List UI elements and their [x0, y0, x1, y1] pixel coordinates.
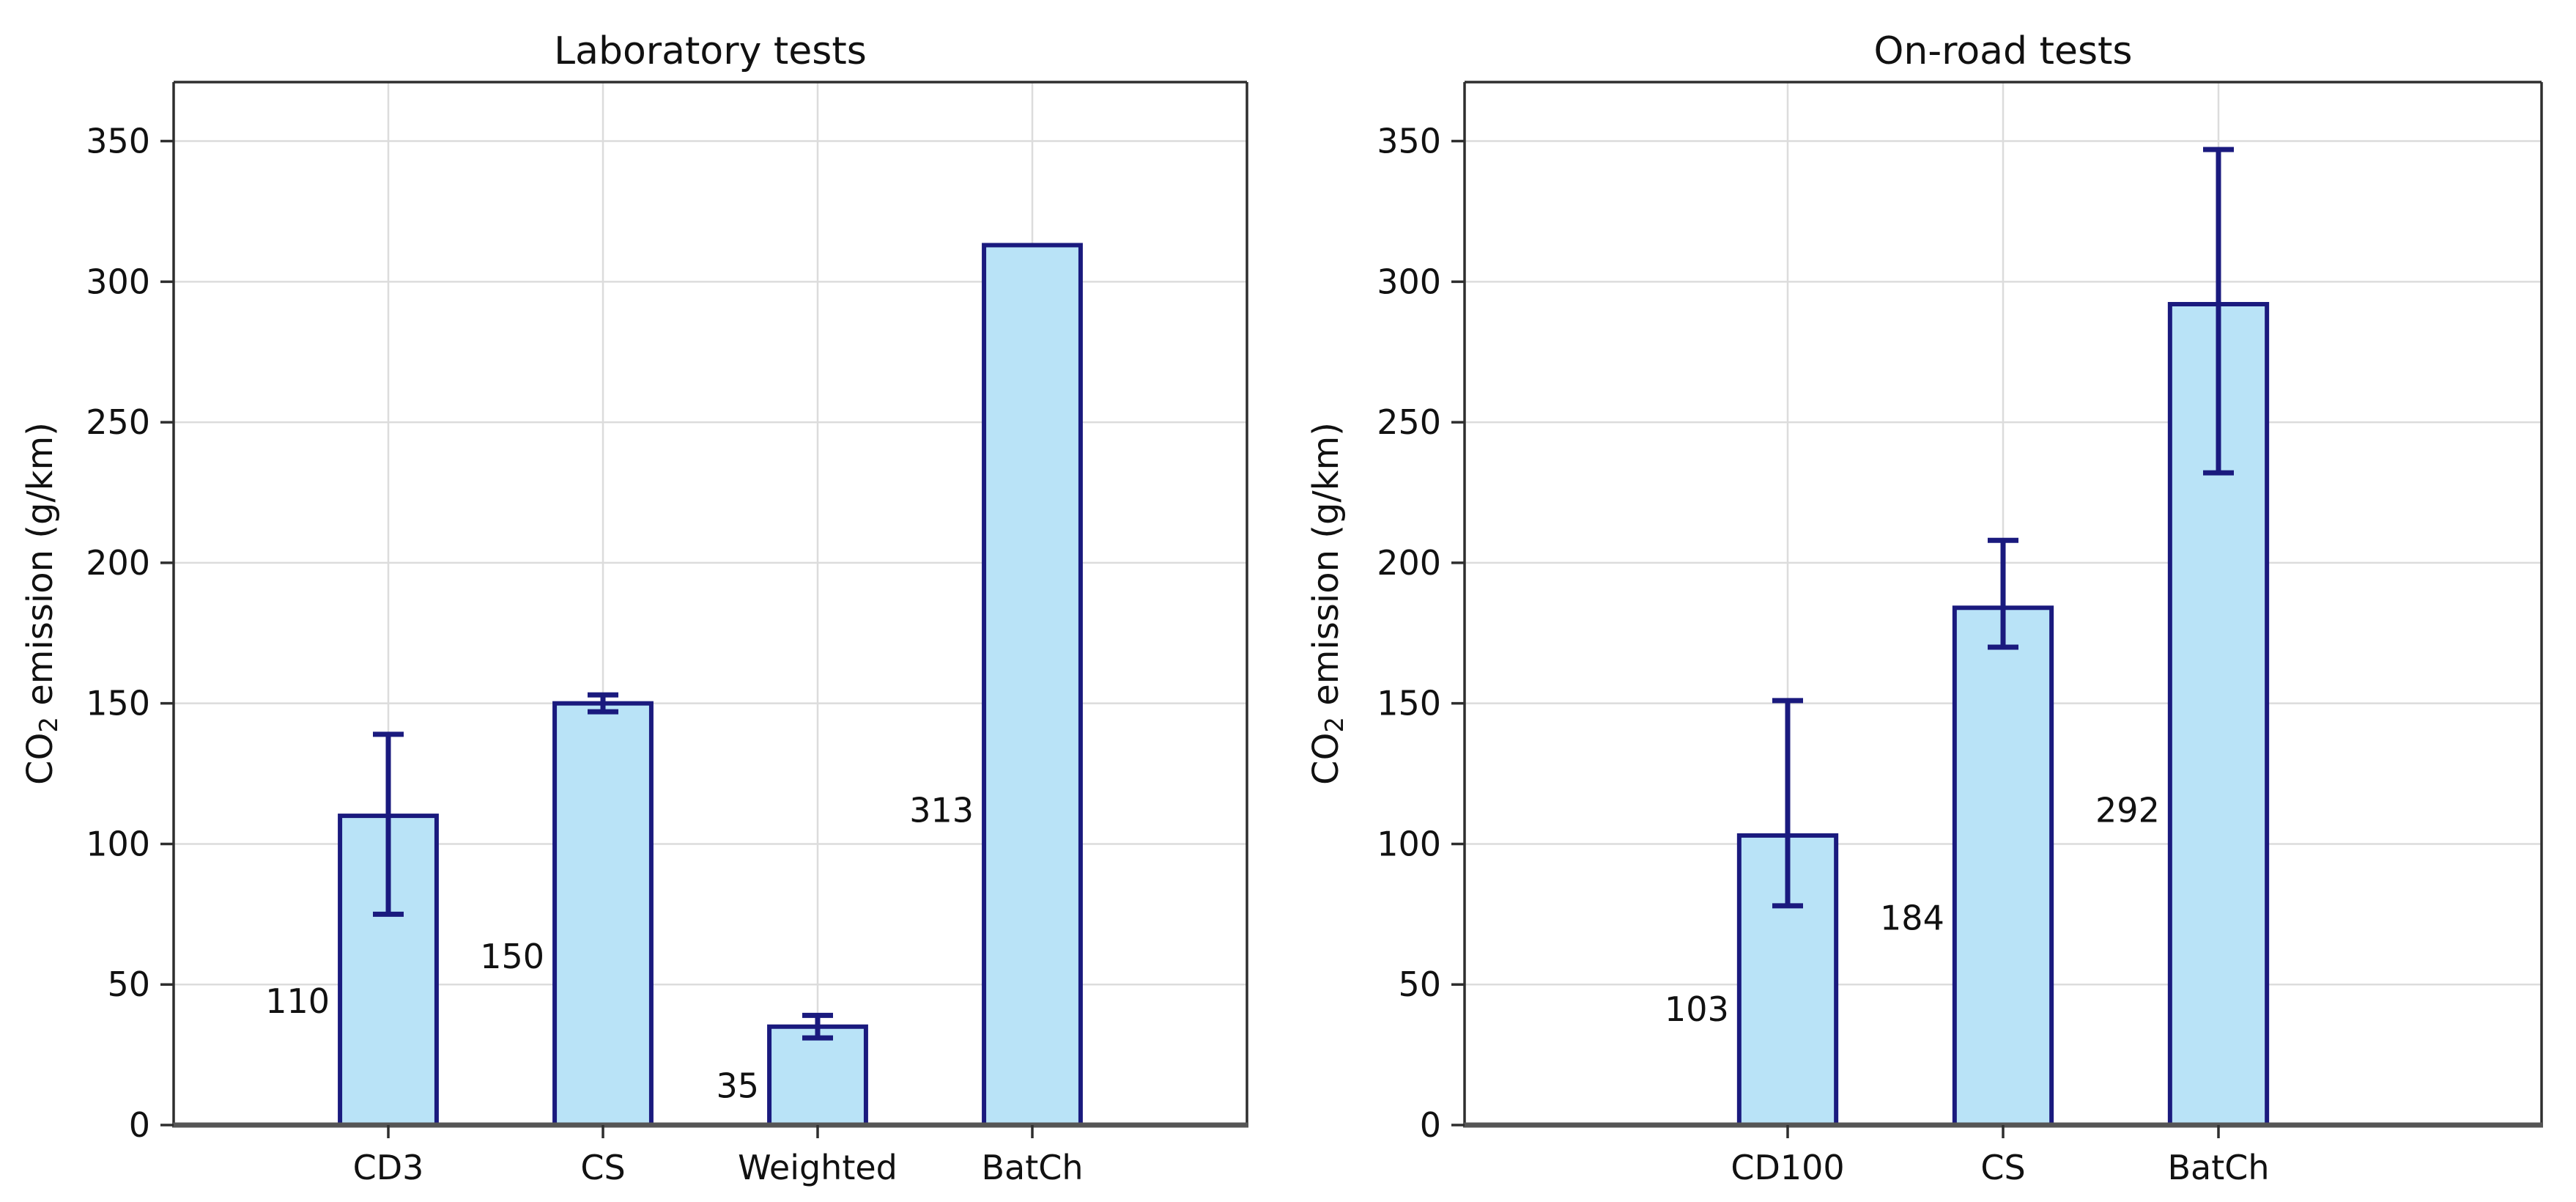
y-tick-label: 100: [1377, 824, 1441, 863]
y-axis-label: CO2 emission (g/km): [1306, 422, 1350, 785]
plot-area: [174, 82, 1247, 1125]
y-tick-label: 250: [1377, 402, 1441, 442]
bar-value-label: 150: [480, 937, 544, 976]
x-tick-label-BatCh: BatCh: [2167, 1148, 2269, 1187]
bar-value-label: 292: [2095, 790, 2160, 830]
chart-title: Laboratory tests: [554, 29, 867, 73]
bar-CS: [1952, 605, 2054, 1127]
y-tick-label: 150: [86, 684, 150, 723]
y-tick-label: 350: [1377, 122, 1441, 161]
x-tick-label-CD3: CD3: [353, 1148, 424, 1187]
y-tick-label: 200: [1377, 543, 1441, 583]
chart-title: On-road tests: [1873, 29, 2132, 73]
y-tick-label: 50: [107, 965, 150, 1004]
y-tick-label: 0: [129, 1105, 150, 1145]
y-tick-label: 0: [1420, 1105, 1441, 1145]
y-tick-label: 150: [1377, 684, 1441, 723]
bar-chart-laboratory-tests: 0 50 100 150 200 250 300 350 CD3 CS Weighted BatCh 1…: [20, 29, 1248, 1187]
y-tick-label: 300: [1377, 262, 1441, 301]
y-tick-label: 350: [86, 122, 150, 161]
y-tick-label: 250: [86, 402, 150, 442]
bar-value-label: 35: [717, 1066, 760, 1105]
bar-CS: [552, 701, 654, 1127]
bar-value-label: 313: [909, 790, 974, 830]
bar-Weighted: [767, 1024, 868, 1128]
y-tick-label: 100: [86, 824, 150, 863]
bar-value-label: 184: [1880, 899, 1944, 938]
y-tick-label: 50: [1398, 965, 1441, 1004]
x-tick-label-CS: CS: [1980, 1148, 2025, 1187]
x-tick-label-BatCh: BatCh: [981, 1148, 1083, 1187]
x-tick-label-Weighted: Weighted: [738, 1148, 897, 1187]
bar-chart-on-road-tests: 0 50 100 150 200 250 300 350 CD100 CS BatCh 103 184 2…: [1306, 29, 2543, 1187]
x-tick-label-CS: CS: [580, 1148, 625, 1187]
bar-value-label: 103: [1665, 989, 1729, 1029]
bar-value-label: 110: [265, 981, 330, 1021]
y-axis-label: CO2 emission (g/km): [20, 422, 64, 785]
y-tick-label: 300: [86, 262, 150, 301]
y-tick-label: 200: [86, 543, 150, 583]
bar-BatCh: [982, 243, 1083, 1127]
x-tick-label-CD100: CD100: [1731, 1148, 1844, 1187]
